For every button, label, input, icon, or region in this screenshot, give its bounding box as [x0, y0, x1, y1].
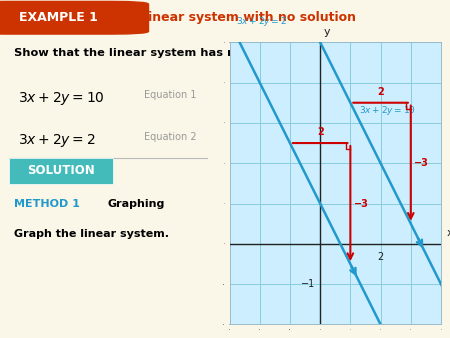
- Text: 2: 2: [378, 252, 384, 262]
- Text: x: x: [447, 228, 450, 238]
- Text: $3x + 2y = 10$: $3x + 2y = 10$: [18, 90, 105, 107]
- Text: −3: −3: [414, 158, 429, 168]
- Text: −1: −1: [302, 279, 315, 289]
- Text: $3x + 2y = 2$: $3x + 2y = 2$: [235, 15, 287, 28]
- Text: Graphing: Graphing: [108, 199, 166, 209]
- FancyBboxPatch shape: [9, 158, 112, 184]
- FancyBboxPatch shape: [0, 1, 148, 34]
- Text: $3x + 2y = 10$: $3x + 2y = 10$: [360, 104, 416, 117]
- Text: 2: 2: [317, 127, 324, 137]
- Text: Equation 2: Equation 2: [144, 132, 197, 142]
- Text: y: y: [324, 27, 330, 37]
- Text: $3x + 2y = 2$: $3x + 2y = 2$: [18, 132, 95, 149]
- Text: −3: −3: [354, 198, 369, 209]
- Text: Show that the linear system has no solution.: Show that the linear system has no solut…: [14, 48, 303, 57]
- Text: SOLUTION: SOLUTION: [27, 164, 94, 177]
- Text: A linear system with no solution: A linear system with no solution: [130, 10, 356, 24]
- Text: Equation 1: Equation 1: [144, 90, 197, 100]
- Text: 2: 2: [377, 87, 384, 97]
- Text: Graph the linear system.: Graph the linear system.: [14, 229, 168, 239]
- Text: METHOD 1: METHOD 1: [14, 199, 79, 209]
- Text: EXAMPLE 1: EXAMPLE 1: [19, 10, 98, 24]
